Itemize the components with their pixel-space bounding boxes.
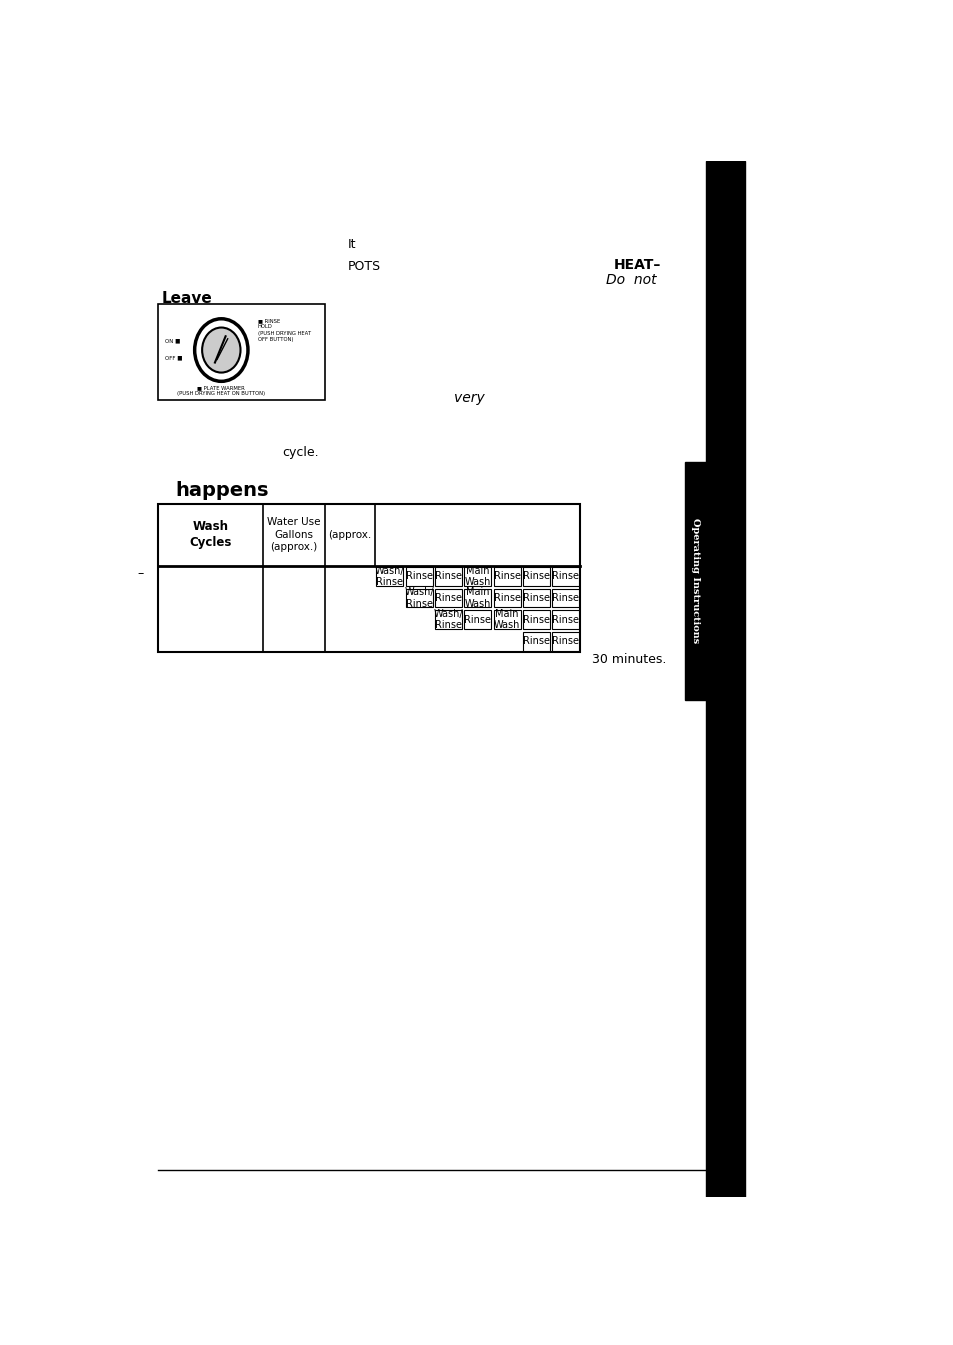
Bar <box>493 611 520 629</box>
Text: ON ■: ON ■ <box>165 338 180 343</box>
Bar <box>435 568 461 586</box>
Text: Rinse: Rinse <box>552 636 578 646</box>
Bar <box>552 568 578 586</box>
Text: ■ RINSE
HOLD
(PUSH DRYING HEAT
OFF BUTTON): ■ RINSE HOLD (PUSH DRYING HEAT OFF BUTTO… <box>257 319 311 342</box>
Text: Rinse: Rinse <box>522 572 549 581</box>
Text: Rinse: Rinse <box>464 615 491 624</box>
Text: Main
Wash: Main Wash <box>464 588 491 609</box>
Text: Rinse: Rinse <box>522 615 549 624</box>
Text: HEAT–: HEAT– <box>613 258 660 272</box>
Text: Do  not: Do not <box>605 273 656 286</box>
Bar <box>435 589 461 608</box>
Text: Leave: Leave <box>162 291 213 305</box>
Bar <box>464 589 491 608</box>
Bar <box>464 568 491 586</box>
Bar <box>158 504 579 652</box>
Text: happens: happens <box>174 482 268 500</box>
Text: OFF ■: OFF ■ <box>165 355 182 360</box>
Text: –: – <box>137 566 143 580</box>
Text: Rinse: Rinse <box>435 572 461 581</box>
Text: Wash/
Rinse: Wash/ Rinse <box>404 588 434 609</box>
Text: Wash/
Rinse: Wash/ Rinse <box>375 566 404 588</box>
Bar <box>684 461 705 701</box>
Text: It: It <box>348 238 356 252</box>
Text: Main
Wash: Main Wash <box>494 609 519 631</box>
Bar <box>705 161 744 1197</box>
Text: ■ PLATE WARMER
(PUSH DRYING HEAT ON BUTTON): ■ PLATE WARMER (PUSH DRYING HEAT ON BUTT… <box>177 385 265 395</box>
Text: Operating Instructions: Operating Instructions <box>690 518 699 644</box>
Text: Water Use
Gallons
(approx.): Water Use Gallons (approx.) <box>267 518 320 553</box>
Text: Rinse: Rinse <box>522 593 549 603</box>
Bar <box>552 589 578 608</box>
Bar <box>493 568 520 586</box>
Text: Rinse: Rinse <box>552 615 578 624</box>
Text: 30 minutes.: 30 minutes. <box>592 652 666 666</box>
Text: Wash
Cycles: Wash Cycles <box>189 521 232 549</box>
Bar <box>464 611 491 629</box>
Bar <box>522 568 549 586</box>
Text: Rinse: Rinse <box>493 593 520 603</box>
Bar <box>375 568 403 586</box>
Text: Wash/
Rinse: Wash/ Rinse <box>433 609 462 631</box>
Ellipse shape <box>202 328 240 373</box>
Bar <box>522 632 549 651</box>
Bar <box>522 589 549 608</box>
Text: Rinse: Rinse <box>522 636 549 646</box>
Ellipse shape <box>194 319 248 382</box>
Text: Rinse: Rinse <box>405 572 432 581</box>
Bar <box>435 611 461 629</box>
Text: POTS: POTS <box>348 260 380 273</box>
Text: Rinse: Rinse <box>493 572 520 581</box>
Bar <box>405 568 432 586</box>
Bar <box>405 589 432 608</box>
Text: (approx.: (approx. <box>328 530 371 539</box>
Bar <box>158 304 324 399</box>
Bar <box>552 611 578 629</box>
Bar <box>522 611 549 629</box>
Text: very: very <box>454 391 484 405</box>
Text: cycle.: cycle. <box>282 447 318 459</box>
Text: Rinse: Rinse <box>435 593 461 603</box>
Text: Rinse: Rinse <box>552 572 578 581</box>
Bar <box>552 632 578 651</box>
Bar <box>493 589 520 608</box>
Text: Rinse: Rinse <box>552 593 578 603</box>
Text: Main
Wash: Main Wash <box>464 566 491 588</box>
